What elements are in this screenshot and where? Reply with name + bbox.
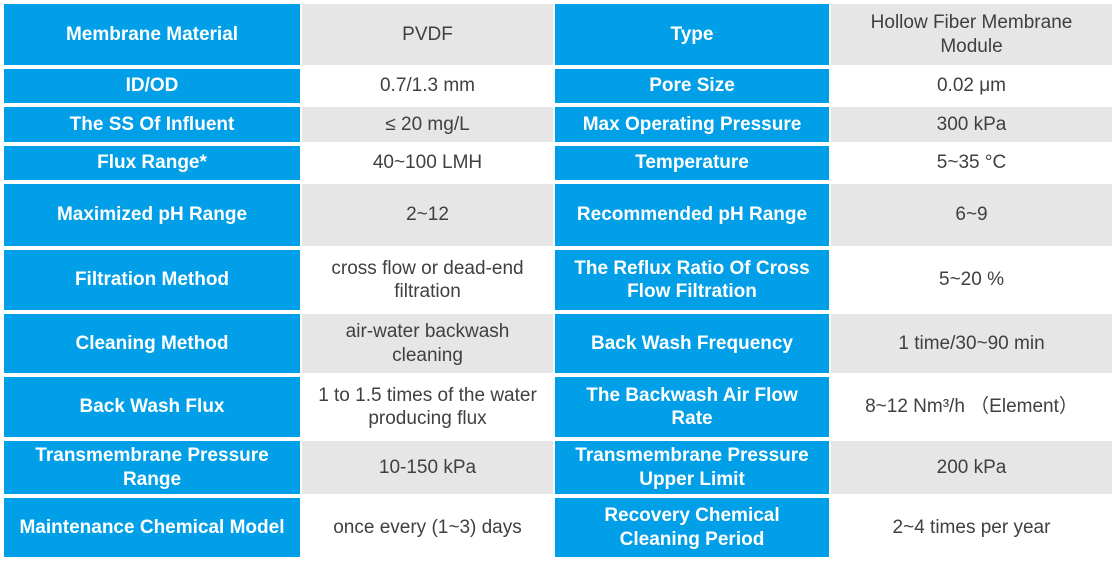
value-ss-of-influent: ≤ 20 mg/L [302, 107, 553, 142]
value-reflux-ratio: 5~20 % [831, 250, 1112, 310]
label-ss-of-influent: The SS Of Influent [4, 107, 300, 142]
label-back-wash-flux: Back Wash Flux [4, 377, 300, 437]
value-temperature: 5~35 °C [831, 146, 1112, 180]
value-maximized-ph-range: 2~12 [302, 184, 553, 246]
value-back-wash-frequency: 1 time/30~90 min [831, 314, 1112, 373]
label-backwash-air-flow-rate: The Backwash Air Flow Rate [555, 377, 829, 437]
label-transmembrane-pressure-range: Transmembrane Pressure Range [4, 441, 300, 494]
value-membrane-material: PVDF [302, 4, 553, 65]
label-transmembrane-pressure-upper-limit: Transmembrane Pressure Upper Limit [555, 441, 829, 494]
label-max-operating-pressure: Max Operating Pressure [555, 107, 829, 142]
value-pore-size: 0.02 μm [831, 69, 1112, 103]
label-flux-range: Flux Range* [4, 146, 300, 180]
label-recovery-chemical-cleaning-period: Recovery Chemical Cleaning Period [555, 498, 829, 557]
value-recommended-ph-range: 6~9 [831, 184, 1112, 246]
value-max-operating-pressure: 300 kPa [831, 107, 1112, 142]
label-cleaning-method: Cleaning Method [4, 314, 300, 373]
value-cleaning-method: air-water backwash cleaning [302, 314, 553, 373]
value-filtration-method: cross flow or dead-end filtration [302, 250, 553, 310]
value-maintenance-chemical-model: once every (1~3) days [302, 498, 553, 557]
label-maximized-ph-range: Maximized pH Range [4, 184, 300, 246]
label-maintenance-chemical-model: Maintenance Chemical Model [4, 498, 300, 557]
value-recovery-chemical-cleaning-period: 2~4 times per year [831, 498, 1112, 557]
value-backwash-air-flow-rate: 8~12 Nm³/h （Element） [831, 377, 1112, 437]
value-transmembrane-pressure-upper-limit: 200 kPa [831, 441, 1112, 494]
label-temperature: Temperature [555, 146, 829, 180]
label-back-wash-frequency: Back Wash Frequency [555, 314, 829, 373]
value-back-wash-flux: 1 to 1.5 times of the water producing fl… [302, 377, 553, 437]
value-id-od: 0.7/1.3 mm [302, 69, 553, 103]
label-membrane-material: Membrane Material [4, 4, 300, 65]
value-flux-range: 40~100 LMH [302, 146, 553, 180]
label-pore-size: Pore Size [555, 69, 829, 103]
label-recommended-ph-range: Recommended pH Range [555, 184, 829, 246]
value-transmembrane-pressure-range: 10-150 kPa [302, 441, 553, 494]
value-type: Hollow Fiber Membrane Module [831, 4, 1112, 65]
label-reflux-ratio: The Reflux Ratio Of Cross Flow Filtratio… [555, 250, 829, 310]
label-id-od: ID/OD [4, 69, 300, 103]
label-type: Type [555, 4, 829, 65]
label-filtration-method: Filtration Method [4, 250, 300, 310]
